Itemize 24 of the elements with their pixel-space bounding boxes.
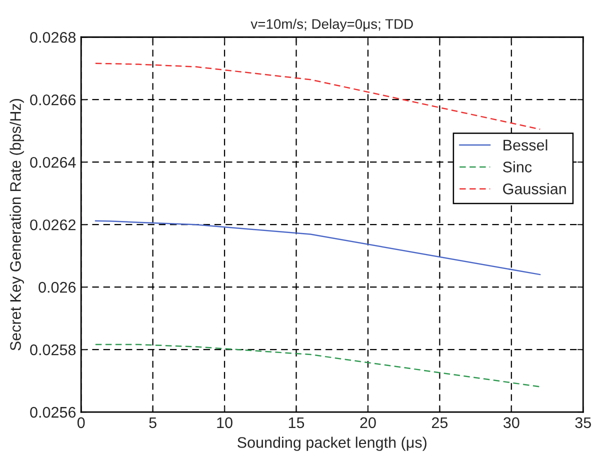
- line-series: [94, 220, 541, 276]
- y-axis-title: Secret Key Generation Rate (bps/Hz): [10, 98, 24, 350]
- legend-label: Bessel: [504, 139, 548, 151]
- legend-label: Gaussian: [503, 183, 566, 194]
- y-tick-label: 0.026: [38, 282, 76, 293]
- y-tick-label: 0.0262: [30, 219, 76, 230]
- x-tick-label: 20: [360, 417, 376, 428]
- y-tick-label: 0.0268: [30, 32, 76, 43]
- x-tick-label: 5: [149, 417, 156, 428]
- line-series: [94, 62, 541, 130]
- x-tick-label: 30: [503, 417, 520, 428]
- y-tick-label: 0.0266: [30, 94, 76, 106]
- y-tick-label: 0.0264: [30, 156, 76, 168]
- y-tick-label: 0.0256: [30, 406, 76, 418]
- legend-label: Sinc: [503, 161, 532, 172]
- x-axis-title: Sounding packet length (μs): [238, 436, 426, 451]
- x-tick-label: 10: [217, 417, 232, 428]
- x-tick-label: 0: [77, 417, 85, 428]
- x-tick-label: 35: [575, 417, 591, 428]
- chart-title: v=10m/s; Delay=0μs; TDD: [250, 18, 413, 32]
- line-series: [94, 344, 541, 388]
- x-tick-label: 25: [432, 417, 448, 428]
- x-tick-label: 15: [288, 417, 304, 428]
- y-tick-label: 0.0258: [30, 344, 76, 356]
